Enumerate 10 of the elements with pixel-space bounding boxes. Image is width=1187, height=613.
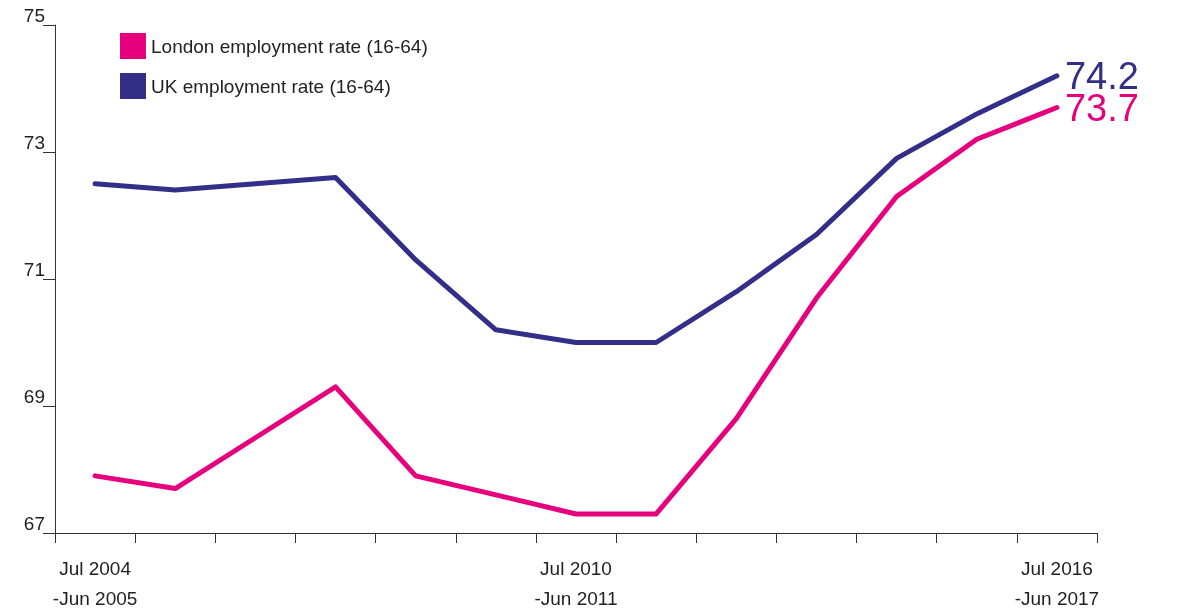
y-tick-label: 73 <box>23 132 45 153</box>
x-tick-label: Jul 2016 -Jun 2017 <box>1014 557 1100 609</box>
y-tick-label: 67 <box>23 513 45 534</box>
y-tick-label: 75 <box>23 5 45 26</box>
y-tick-label: 71 <box>23 259 45 280</box>
y-tick-label: 69 <box>23 386 45 407</box>
legend-label: London employment rate (16-64) <box>151 35 428 57</box>
x-tick-label: Jul 2004 -Jun 2005 <box>52 557 138 609</box>
x-tick-label: Jul 2010 -Jun 2011 <box>534 557 618 609</box>
legend-label: UK employment rate (16-64) <box>151 75 391 97</box>
